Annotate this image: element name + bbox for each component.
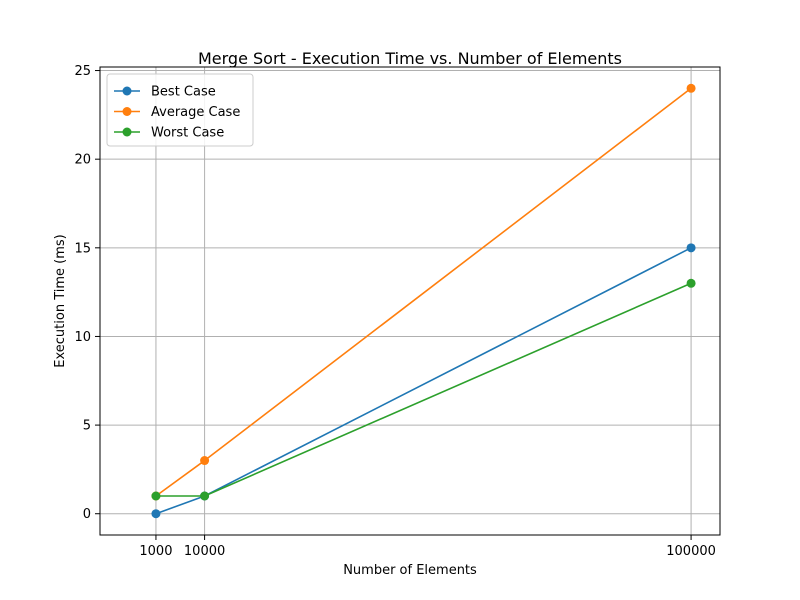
series-worst-case (151, 278, 696, 501)
x-tick-label: 100000 (666, 544, 716, 559)
x-tick-label: 1000 (139, 544, 172, 559)
legend-item-worst-case: Worst Case (114, 126, 224, 141)
legend-label: Worst Case (151, 126, 224, 141)
legend-item-best-case: Best Case (114, 85, 216, 100)
legend-swatch-marker (122, 127, 132, 137)
x-axis: 1000 10000 100000 (139, 535, 716, 559)
best-case-point (686, 243, 696, 253)
best-case-line (155, 247, 692, 515)
average-case-line (155, 87, 692, 497)
legend-label: Average Case (151, 105, 240, 120)
worst-case-point (686, 278, 696, 288)
y-tick-label: 20 (74, 153, 91, 168)
x-tick-label: 10000 (184, 544, 225, 559)
chart-title: Merge Sort - Execution Time vs. Number o… (198, 49, 622, 68)
legend-item-average-case: Average Case (114, 105, 240, 120)
y-tick-label: 10 (74, 330, 91, 345)
legend-box (106, 73, 254, 147)
worst-case-line (155, 282, 692, 497)
legend-label: Best Case (151, 85, 216, 100)
average-case-point (200, 456, 210, 466)
y-tick-label: 25 (74, 64, 91, 79)
best-case-point (151, 509, 161, 519)
worst-case-point (151, 491, 161, 501)
y-axis-label: Execution Time (ms) (53, 234, 68, 367)
y-tick-label: 0 (83, 507, 91, 522)
series-best-case (151, 243, 696, 519)
worst-case-point (200, 491, 210, 501)
series-layer (151, 83, 696, 519)
plot-frame (99, 66, 721, 536)
legend: Best Case Average Case Worst Case (106, 73, 254, 147)
y-tick-label: 15 (74, 241, 91, 256)
y-axis: 0 5 10 15 20 25 (74, 64, 100, 522)
average-case-point (686, 83, 696, 93)
x-axis-label: Number of Elements (343, 563, 477, 578)
legend-swatch-marker (122, 86, 132, 96)
legend-swatch-marker (122, 107, 132, 116)
y-tick-label: 5 (83, 419, 91, 434)
